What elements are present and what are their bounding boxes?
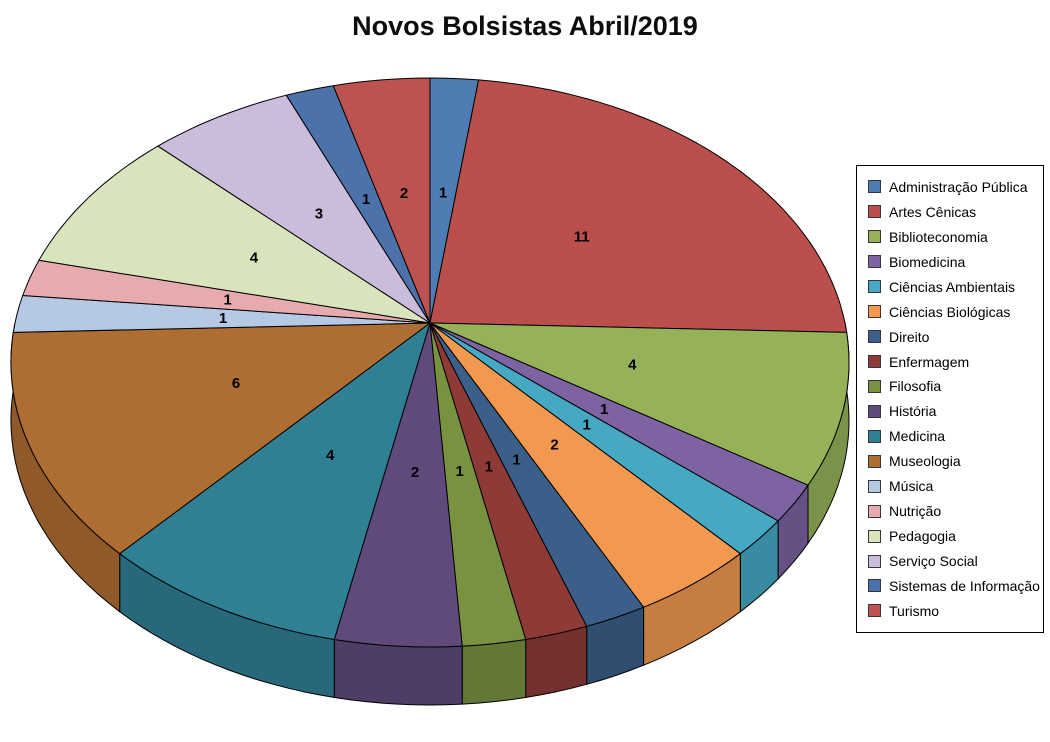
slice-value-label-servico-social: 3 — [315, 206, 323, 223]
chart-legend: Administração Pública Artes Cênicas Biblio… — [856, 165, 1044, 633]
legend-item-direito[interactable]: Direito — [868, 329, 1039, 345]
legend-label: Ciências Ambientais — [889, 278, 1016, 295]
legend-swatch-administracao-publica — [868, 180, 881, 194]
legend-label: Serviço Social — [889, 553, 978, 569]
slice-value-label-biomedicina: 1 — [600, 401, 608, 418]
legend-label: Filosofia — [889, 378, 942, 395]
slice-value-label-enfermagem: 1 — [485, 459, 493, 476]
slice-value-label-ciencias-ambientais: 1 — [583, 416, 591, 433]
legend-item-enfermagem[interactable]: Enfermagem — [868, 354, 1039, 370]
legend-label: Biblioteconomia — [889, 228, 988, 245]
pie-slice-turismo[interactable] — [332, 77, 431, 324]
legend-swatch-filosofia — [868, 379, 881, 393]
legend-item-artes-cenicas[interactable]: Artes Cênicas — [868, 204, 1039, 220]
legend-swatch-biblioteconomia — [868, 230, 881, 244]
legend-swatch-museologia — [868, 454, 881, 468]
pie-slice-biblioteconomia[interactable] — [429, 322, 850, 486]
legend-item-sistemas-de-informacao[interactable]: Sistemas de Informação — [868, 577, 1040, 594]
legend-item-medicina[interactable]: Medicina — [868, 428, 1039, 444]
legend-swatch-ciencias-ambientais — [868, 280, 881, 294]
legend-label: História — [889, 403, 937, 420]
slice-value-label-sistemas-de-informacao: 1 — [362, 191, 370, 208]
slice-value-label-filosofia: 1 — [456, 463, 464, 480]
legend-item-turismo[interactable]: Turismo — [868, 603, 1039, 619]
slice-value-label-biblioteconomia: 4 — [628, 357, 637, 374]
legend-item-pedagogia[interactable]: Pedagogia — [868, 528, 1039, 544]
chart-title: Novos Bolsistas Abril/2019 — [352, 11, 698, 41]
legend-swatch-enfermagem — [868, 355, 881, 368]
pie-slice-wall-historia[interactable] — [333, 639, 463, 706]
pie-slice-artes-cenicas[interactable] — [429, 79, 848, 333]
pie-slice-medicina[interactable] — [119, 322, 431, 640]
slice-value-label-administracao-publica: 1 — [439, 184, 447, 201]
legend-item-musica[interactable]: Música — [868, 478, 1039, 494]
legend-item-nutricao[interactable]: Nutrição — [868, 503, 1039, 519]
pie-slice-pedagogia[interactable] — [38, 145, 431, 324]
legend-item-filosofia[interactable]: Filosofia — [868, 378, 1039, 394]
legend-label: Nutrição — [889, 503, 942, 520]
legend-label: Ciências Biológicas — [889, 303, 1011, 320]
legend-swatch-direito — [868, 330, 881, 344]
legend-label: Música — [889, 478, 934, 495]
pie-slice-historia[interactable] — [333, 322, 463, 648]
legend-label: Administração Pública — [889, 178, 1028, 195]
slice-value-label-pedagogia: 4 — [250, 250, 259, 267]
legend-item-ciencias-biologicas[interactable]: Ciências Biológicas — [868, 304, 1039, 320]
pie-slice-wall-filosofia[interactable] — [461, 639, 527, 705]
legend-label: Artes Cênicas — [889, 203, 977, 220]
slice-value-label-direito: 1 — [512, 452, 520, 469]
legend-item-servico-social[interactable]: Serviço Social — [868, 553, 1039, 569]
slice-value-label-musica: 1 — [219, 310, 227, 327]
legend-item-biblioteconomia[interactable]: Biblioteconomia — [868, 229, 1039, 245]
legend-swatch-sistemas-de-informacao — [868, 579, 881, 593]
slice-value-label-artes-cenicas: 11 — [574, 228, 590, 245]
legend-swatch-medicina — [868, 429, 881, 443]
slice-value-label-medicina: 4 — [326, 447, 335, 464]
legend-label: Enfermagem — [889, 353, 970, 370]
pie-slice-ciencias-biologicas[interactable] — [429, 322, 741, 608]
legend-swatch-musica — [868, 479, 881, 493]
legend-label: Medicina — [889, 428, 946, 445]
slice-value-label-nutricao: 1 — [224, 292, 232, 309]
legend-swatch-turismo — [868, 604, 881, 618]
legend-swatch-artes-cenicas — [868, 205, 881, 219]
pie-slice-servico-social[interactable] — [157, 94, 431, 324]
legend-swatch-ciencias-biologicas — [868, 305, 881, 319]
slice-value-label-historia: 2 — [411, 464, 419, 481]
legend-item-administracao-publica[interactable]: Administração Pública — [868, 179, 1039, 195]
slice-value-label-ciencias-biologicas: 2 — [550, 437, 558, 454]
legend-swatch-historia — [868, 404, 881, 418]
legend-swatch-biomedicina — [868, 255, 881, 269]
legend-item-museologia[interactable]: Museologia — [868, 453, 1039, 469]
slice-value-label-museologia: 6 — [232, 375, 240, 392]
legend-label: Turismo — [889, 602, 940, 619]
legend-item-historia[interactable]: História — [868, 403, 1039, 419]
legend-label: Biomedicina — [889, 253, 966, 270]
legend-label: Pedagogia — [889, 528, 956, 545]
legend-label: Sistemas de Informação — [889, 577, 1040, 594]
legend-item-ciencias-ambientais[interactable]: Ciências Ambientais — [868, 279, 1039, 295]
legend-item-biomedicina[interactable]: Biomedicina — [868, 254, 1039, 270]
legend-swatch-pedagogia — [868, 529, 881, 543]
legend-swatch-nutricao — [868, 504, 881, 518]
legend-label: Direito — [889, 328, 930, 345]
slice-value-label-turismo: 2 — [400, 185, 408, 202]
legend-swatch-servico-social — [868, 554, 881, 568]
legend-label: Museologia — [889, 453, 961, 470]
pie-slice-museologia[interactable] — [10, 322, 431, 555]
